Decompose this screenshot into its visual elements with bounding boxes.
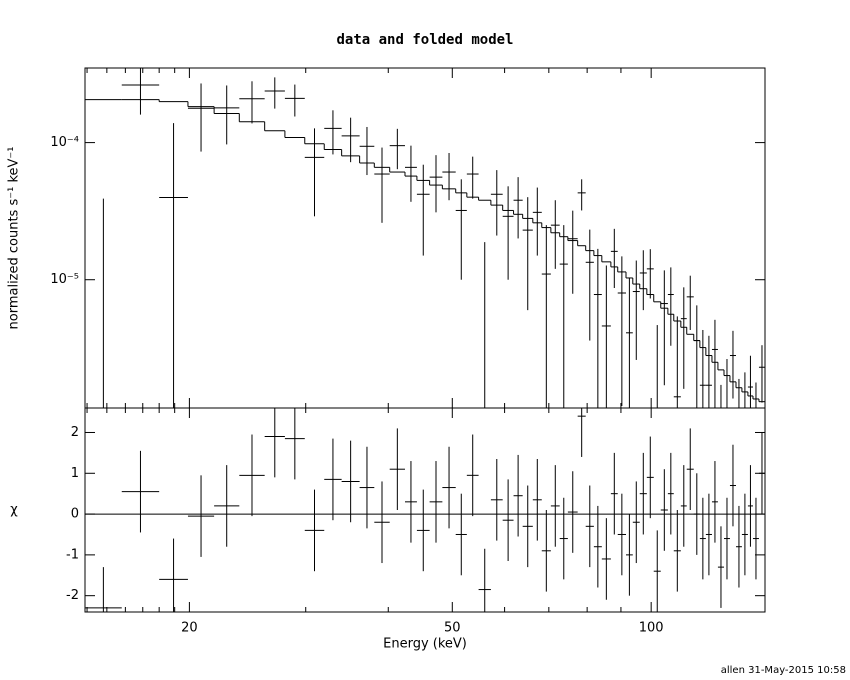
y-axis-label: normalized counts s⁻¹ keV⁻¹ — [7, 147, 22, 330]
x-tick-label: 20 — [181, 621, 198, 636]
plot-area — [85, 68, 765, 408]
y-tick-label: 10⁻⁴ — [50, 135, 79, 150]
plot-frame — [84, 67, 766, 409]
plot-frame — [84, 407, 766, 613]
y-tick-label: 2 — [71, 425, 79, 440]
x-axis-label: Energy (keV) — [383, 637, 467, 652]
y-tick-label: 1 — [71, 466, 79, 481]
y-axis-label: χ — [10, 503, 18, 518]
y-tick-label: -2 — [66, 588, 79, 603]
y-tick-label: 10⁻⁵ — [50, 272, 79, 287]
chart-title: data and folded model — [336, 32, 513, 48]
x-tick-label: 50 — [444, 621, 461, 636]
plot-area — [85, 408, 765, 612]
x-tick-label: 100 — [639, 621, 664, 636]
y-tick-label: -1 — [66, 547, 79, 562]
y-tick-label: 0 — [71, 507, 79, 522]
footer: allen 31-May-2015 10:58 — [721, 665, 846, 676]
